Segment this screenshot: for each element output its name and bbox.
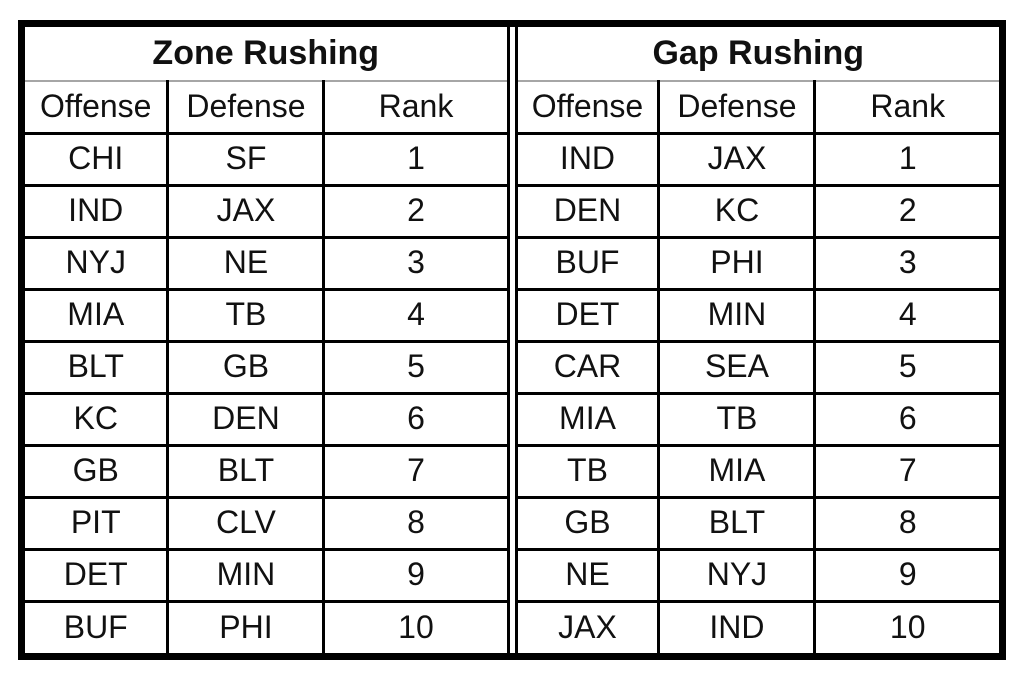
column-header-rank: Rank — [813, 81, 999, 135]
defense-cell: PHI — [166, 599, 326, 653]
table-row: CHI SF 1 — [25, 131, 510, 187]
table-title-row: Zone Rushing — [25, 27, 510, 82]
table-title-row: Gap Rushing — [514, 27, 999, 82]
offense-cell: BLT — [25, 339, 170, 395]
rank-cell: 6 — [813, 391, 999, 447]
rank-cell: 8 — [322, 495, 510, 551]
defense-cell: JAX — [657, 131, 817, 187]
defense-cell: KC — [657, 183, 817, 239]
table-row: DEN KC 2 — [514, 183, 999, 239]
defense-cell: NYJ — [657, 547, 817, 603]
table-row: JAX IND 10 — [514, 599, 999, 653]
defense-cell: SF — [166, 131, 326, 187]
offense-cell: DET — [514, 287, 661, 343]
table-row: IND JAX 2 — [25, 183, 510, 239]
zone-rushing-table: Zone Rushing Offense Defense Rank CHI SF 1… — [25, 27, 510, 653]
table-row: TB MIA 7 — [514, 443, 999, 499]
rank-cell: 5 — [322, 339, 510, 395]
rank-cell: 7 — [813, 443, 999, 499]
offense-cell: DEN — [514, 183, 661, 239]
defense-cell: MIN — [657, 287, 817, 343]
column-header-defense: Defense — [657, 81, 817, 135]
rank-cell: 9 — [813, 547, 999, 603]
table-row: MIA TB 6 — [514, 391, 999, 447]
defense-cell: PHI — [657, 235, 817, 291]
column-header-offense: Offense — [25, 81, 170, 135]
offense-cell: GB — [514, 495, 661, 551]
table-row: IND JAX 1 — [514, 131, 999, 187]
table-body: CHI SF 1 IND JAX 2 NYJ NE 3 MIA TB 4 BLT GB 5 KC DEN 6 GB B… — [25, 131, 510, 653]
defense-cell: BLT — [657, 495, 817, 551]
table-header-row: Offense Defense Rank — [25, 81, 510, 135]
offense-cell: IND — [25, 183, 170, 239]
rank-cell: 8 — [813, 495, 999, 551]
table-row: MIA TB 4 — [25, 287, 510, 343]
rank-cell: 9 — [322, 547, 510, 603]
offense-cell: KC — [25, 391, 170, 447]
defense-cell: IND — [657, 599, 817, 653]
offense-cell: PIT — [25, 495, 170, 551]
table-row: BUF PHI 3 — [514, 235, 999, 291]
table-row: GB BLT 7 — [25, 443, 510, 499]
rank-cell: 6 — [322, 391, 510, 447]
offense-cell: BUF — [25, 599, 170, 653]
rushing-rankings-table-group: Zone Rushing Offense Defense Rank CHI SF 1… — [18, 20, 1006, 660]
offense-cell: CHI — [25, 131, 170, 187]
table-row: PIT CLV 8 — [25, 495, 510, 551]
defense-cell: SEA — [657, 339, 817, 395]
rank-cell: 4 — [813, 287, 999, 343]
rank-cell: 2 — [813, 183, 999, 239]
table-title: Zone Rushing — [25, 27, 510, 82]
rank-cell: 3 — [813, 235, 999, 291]
rank-cell: 10 — [322, 599, 510, 653]
defense-cell: GB — [166, 339, 326, 395]
table-body: IND JAX 1 DEN KC 2 BUF PHI 3 DET MIN 4 CAR SEA 5 MIA TB 6… — [514, 131, 999, 653]
rank-cell: 3 — [322, 235, 510, 291]
rank-cell: 1 — [322, 131, 510, 187]
offense-cell: CAR — [514, 339, 661, 395]
offense-cell: MIA — [514, 391, 661, 447]
table-row: NE NYJ 9 — [514, 547, 999, 603]
table-row: DET MIN 9 — [25, 547, 510, 603]
defense-cell: DEN — [166, 391, 326, 447]
defense-cell: CLV — [166, 495, 326, 551]
table-row: DET MIN 4 — [514, 287, 999, 343]
offense-cell: IND — [514, 131, 661, 187]
rank-cell: 10 — [813, 599, 999, 653]
table-row: CAR SEA 5 — [514, 339, 999, 395]
table-row: BUF PHI 10 — [25, 599, 510, 653]
defense-cell: MIN — [166, 547, 326, 603]
table-row: GB BLT 8 — [514, 495, 999, 551]
table-row: BLT GB 5 — [25, 339, 510, 395]
offense-cell: JAX — [514, 599, 661, 653]
offense-cell: MIA — [25, 287, 170, 343]
table-header-row: Offense Defense Rank — [514, 81, 999, 135]
column-header-rank: Rank — [322, 81, 510, 135]
offense-cell: TB — [514, 443, 661, 499]
offense-cell: GB — [25, 443, 170, 499]
defense-cell: JAX — [166, 183, 326, 239]
rank-cell: 7 — [322, 443, 510, 499]
rank-cell: 4 — [322, 287, 510, 343]
table-row: KC DEN 6 — [25, 391, 510, 447]
rank-cell: 5 — [813, 339, 999, 395]
offense-cell: NYJ — [25, 235, 170, 291]
defense-cell: BLT — [166, 443, 326, 499]
column-header-offense: Offense — [514, 81, 661, 135]
column-header-defense: Defense — [166, 81, 326, 135]
defense-cell: TB — [657, 391, 817, 447]
offense-cell: BUF — [514, 235, 661, 291]
defense-cell: TB — [166, 287, 326, 343]
gap-rushing-table: Gap Rushing Offense Defense Rank IND JAX 1… — [514, 27, 999, 653]
defense-cell: MIA — [657, 443, 817, 499]
rank-cell: 1 — [813, 131, 999, 187]
table-row: NYJ NE 3 — [25, 235, 510, 291]
rank-cell: 2 — [322, 183, 510, 239]
defense-cell: NE — [166, 235, 326, 291]
table-title: Gap Rushing — [514, 27, 999, 82]
offense-cell: NE — [514, 547, 661, 603]
offense-cell: DET — [25, 547, 170, 603]
